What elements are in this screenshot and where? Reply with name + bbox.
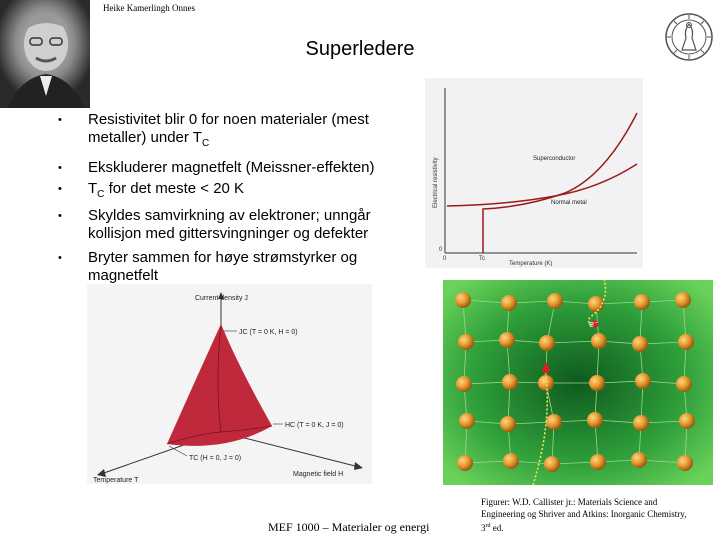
lattice-ion [538, 375, 554, 391]
course-footer: MEF 1000 – Materialer og energi [268, 520, 430, 534]
lattice-ion [679, 413, 695, 429]
figure-credit: Figurer: W.D. Callister jr.: Materials S… [481, 497, 687, 533]
lattice-ion [677, 455, 693, 471]
bullet-item: • Resistivitet blir 0 for noen materialer… [58, 111, 369, 149]
lattice-ion [634, 294, 650, 310]
lattice-ion [588, 296, 604, 312]
lattice-ion [458, 334, 474, 350]
bullet-dot: • [58, 162, 62, 174]
bullet-dot: • [58, 183, 62, 195]
lattice-ion [499, 332, 515, 348]
lattice-ion [678, 334, 694, 350]
lattice-ion [456, 376, 472, 392]
tc-label: TC (H = 0, J = 0) [189, 455, 241, 462]
lattice-ion [589, 375, 605, 391]
lattice-ion [631, 452, 647, 468]
lattice-ion [587, 412, 603, 428]
bullet-item: • Skyldes samvirkning av elektroner; unng… [58, 207, 371, 242]
lattice-background [443, 280, 713, 485]
lattice-ion [502, 374, 518, 390]
tc-label: Tc [479, 256, 485, 262]
lattice-ion [500, 416, 516, 432]
bullet-dot: • [58, 210, 62, 222]
resistivity-figure: Electrical resistivity Temperature (K) 0… [425, 78, 643, 268]
lattice-ion [547, 293, 563, 309]
lattice-ion [676, 376, 692, 392]
lattice-ion [635, 373, 651, 389]
axis-t-label: Temperature T [93, 477, 139, 484]
slide-title: Superledere [305, 38, 415, 60]
origin-label: 0 [439, 247, 443, 253]
lattice-ion [590, 454, 606, 470]
axis-h-label: Magnetic field H [293, 471, 343, 478]
axis-j-label: Current density J [195, 295, 248, 302]
portrait-photo [0, 0, 90, 108]
electron-path-2 [532, 369, 549, 485]
lattice-ion [591, 333, 607, 349]
bullet-item: • Bryter sammen for høye strømstyrker og … [58, 249, 358, 284]
bullet-item: • TC for det meste < 20 K [58, 180, 245, 200]
jc-label: JC (T = 0 K, H = 0) [239, 329, 298, 336]
lattice-ion [633, 415, 649, 431]
critical-surface-front [167, 324, 272, 446]
lattice-ion [457, 455, 473, 471]
lattice-bond [546, 340, 600, 344]
hc-label: HC (T = 0 K, J = 0) [285, 422, 344, 429]
lattice-ion [539, 335, 555, 351]
lattice-ion [675, 292, 691, 308]
electron-label: e⁻ [589, 319, 599, 329]
electron-path-1 [587, 280, 607, 327]
university-seal-icon [665, 13, 713, 61]
bullet-dot: • [58, 114, 62, 126]
y-axis-label: Electrical resistivity [433, 157, 439, 208]
lattice-ion [503, 453, 519, 469]
lattice-ion [455, 292, 471, 308]
origin-x-label: 0 [443, 256, 447, 262]
x-axis-label: Temperature (K) [509, 261, 552, 267]
lattice-ion [544, 456, 560, 472]
portrait-caption: Heike Kamerlingh Onnes [103, 3, 195, 13]
normal-metal-label: Normal metal [551, 200, 587, 206]
lattice-ion [546, 414, 562, 430]
superconductor-curve [482, 112, 638, 253]
bullet-item: • Ekskluderer magnetfelt (Meissner-effekt… [58, 159, 375, 176]
cooper-pair-lattice-figure: e⁻ [443, 280, 713, 485]
bullet-dot: • [58, 252, 62, 264]
bullet-list: • Resistivitet blir 0 for noen materialer… [52, 111, 402, 288]
lattice-ion [501, 295, 517, 311]
electron-1 [591, 320, 599, 328]
lattice-ion [632, 336, 648, 352]
superconductor-label: Superconductor [533, 156, 575, 162]
critical-surface-figure: Current density J Magnetic field H Tempe… [87, 284, 372, 484]
lattice-ion [459, 413, 475, 429]
